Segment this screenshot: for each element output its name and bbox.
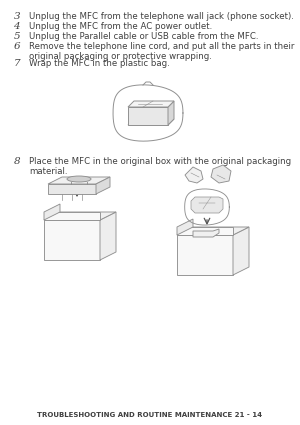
Polygon shape [211, 165, 231, 183]
Text: 4: 4 [14, 22, 20, 31]
Text: Place the MFC in the original box with the original packaging
material.: Place the MFC in the original box with t… [29, 157, 291, 176]
Ellipse shape [67, 176, 91, 182]
Polygon shape [177, 235, 233, 275]
Text: Wrap the MFC in the plastic bag.: Wrap the MFC in the plastic bag. [29, 59, 170, 68]
Text: Unplug the MFC from the telephone wall jack (phone socket).: Unplug the MFC from the telephone wall j… [29, 12, 294, 21]
Polygon shape [177, 227, 249, 235]
Polygon shape [128, 119, 174, 125]
Polygon shape [44, 220, 100, 260]
Polygon shape [168, 101, 174, 125]
Text: Unplug the Parallel cable or USB cable from the MFC.: Unplug the Parallel cable or USB cable f… [29, 32, 259, 41]
Polygon shape [191, 197, 223, 213]
Polygon shape [193, 229, 219, 237]
Polygon shape [128, 101, 174, 107]
Text: Remove the telephone line cord, and put all the parts in their
original packagin: Remove the telephone line cord, and put … [29, 42, 294, 61]
Text: 8: 8 [14, 157, 20, 166]
Polygon shape [44, 204, 60, 220]
Polygon shape [128, 107, 168, 125]
Polygon shape [185, 167, 203, 183]
Polygon shape [44, 212, 100, 220]
Text: 3: 3 [14, 12, 20, 21]
Polygon shape [48, 184, 96, 194]
Text: Unplug the MFC from the AC power outlet.: Unplug the MFC from the AC power outlet. [29, 22, 212, 31]
Polygon shape [177, 227, 233, 235]
Polygon shape [96, 177, 110, 194]
Text: 5: 5 [14, 32, 20, 41]
Polygon shape [44, 212, 116, 220]
Polygon shape [233, 227, 249, 275]
Text: 6: 6 [14, 42, 20, 51]
Polygon shape [100, 212, 116, 260]
Text: 7: 7 [14, 59, 20, 68]
Polygon shape [48, 177, 110, 184]
Text: TROUBLESHOOTING AND ROUTINE MAINTENANCE 21 - 14: TROUBLESHOOTING AND ROUTINE MAINTENANCE … [38, 412, 262, 418]
Polygon shape [177, 219, 193, 235]
